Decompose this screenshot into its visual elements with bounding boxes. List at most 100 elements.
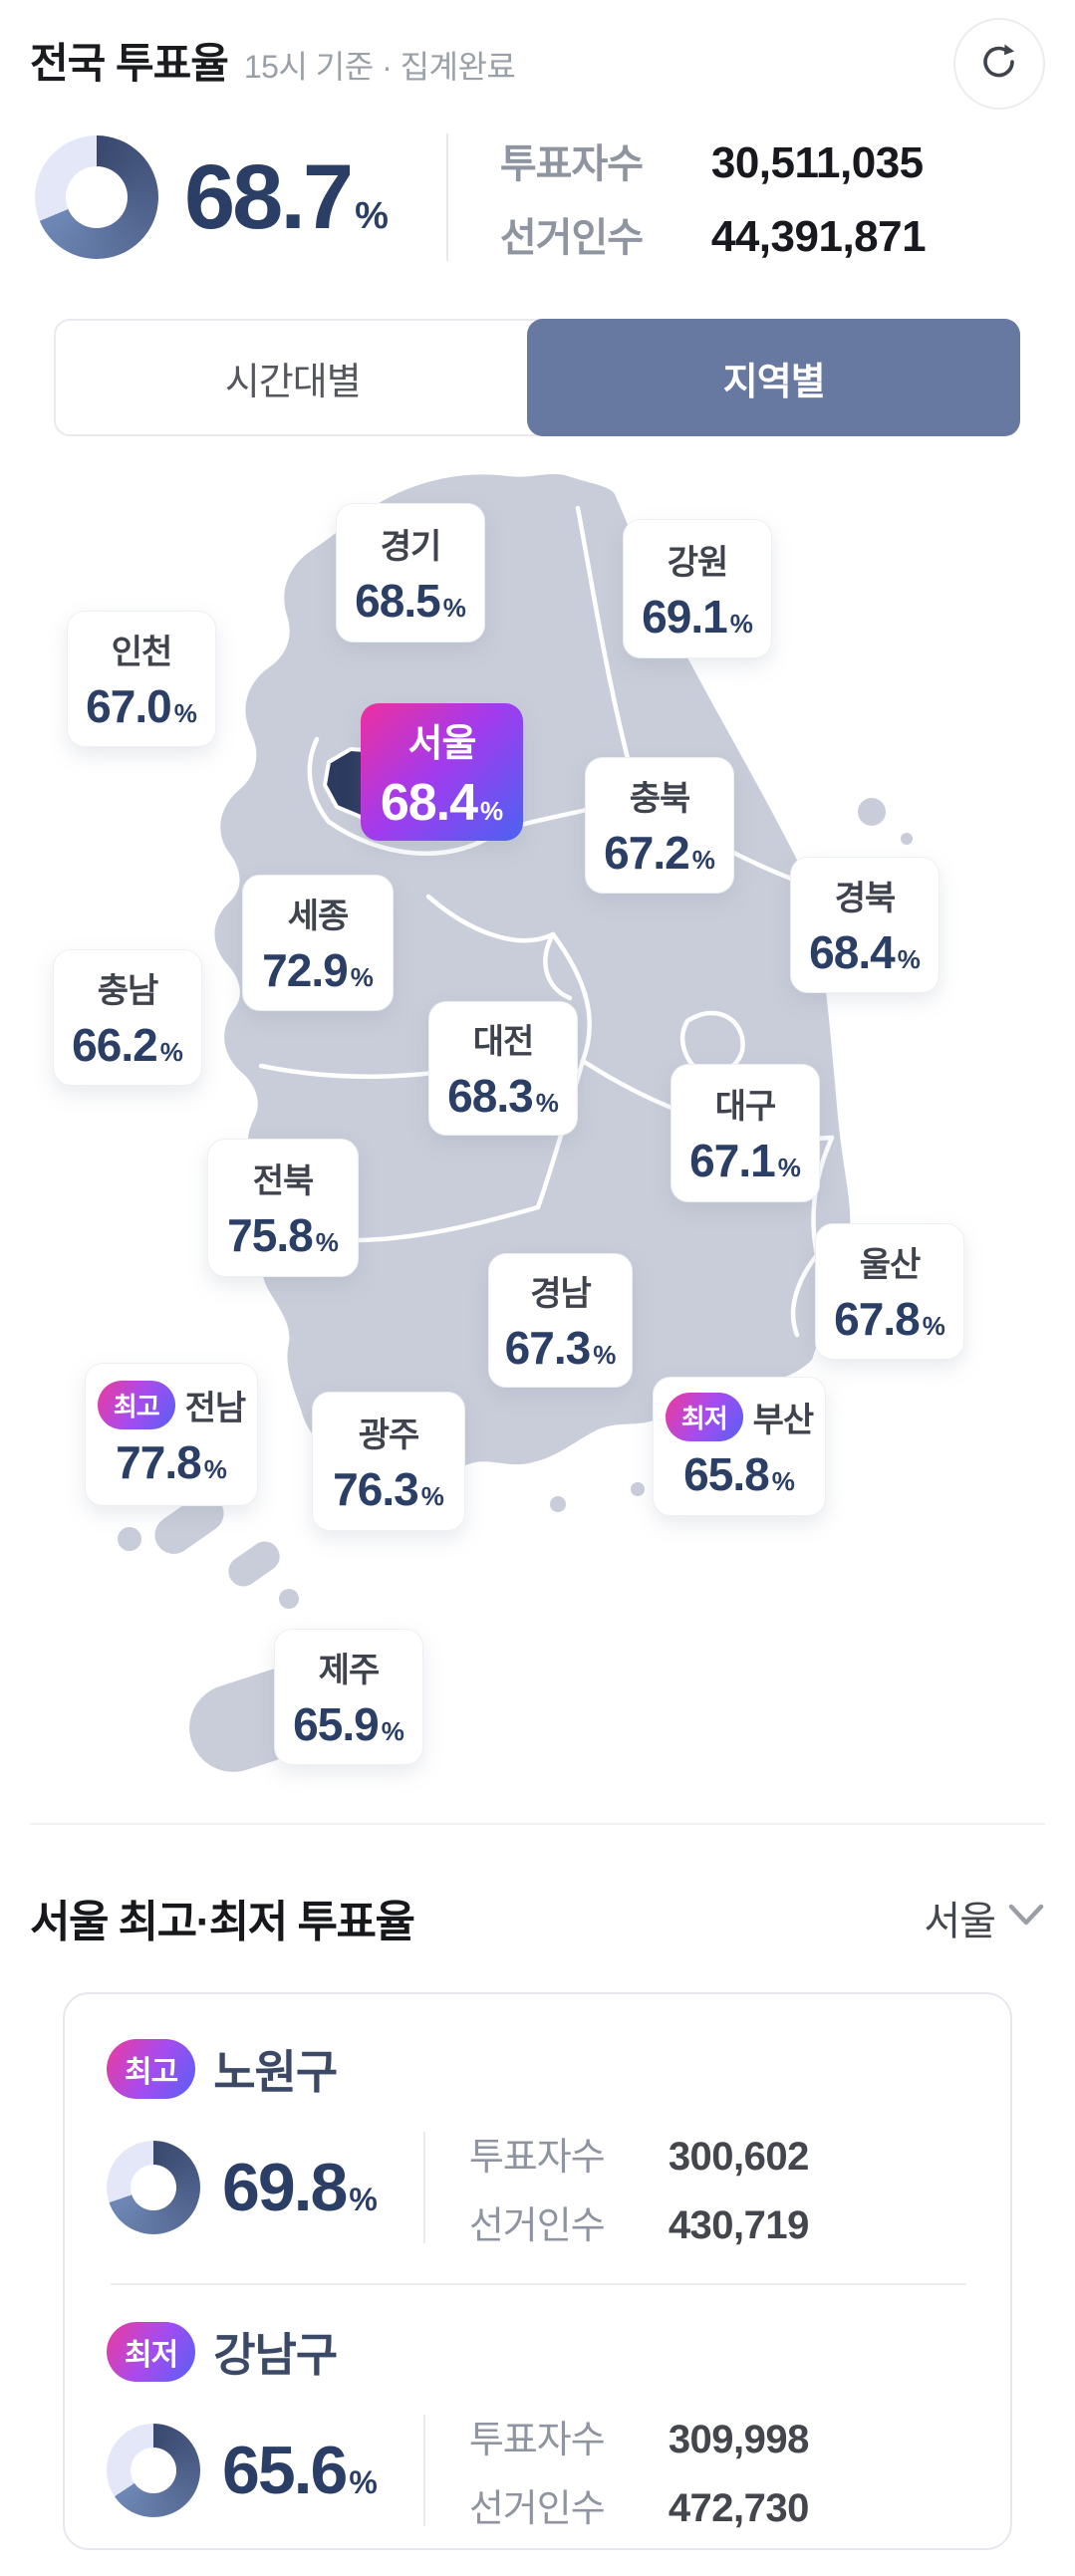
highest-district-row: 최고 노원구 69.8 % 투표자수 300,602 선거인수 430,719 bbox=[107, 2036, 976, 2249]
korea-map: 경기 68.5% 강원 69.1% 인천 67.0% 서울 68.4% 충북 6… bbox=[0, 468, 1075, 1793]
chevron-down-icon bbox=[1007, 1903, 1045, 1933]
national-summary: 68.7 % 투표자수 30,511,035 선거인수 44,391,871 bbox=[35, 132, 1045, 262]
section-title: 서울 최고·최저 투표율 bbox=[30, 1898, 415, 1946]
refresh-button[interactable] bbox=[953, 18, 1045, 110]
region-name: 전남 bbox=[184, 1389, 247, 1427]
district-name: 노원구 bbox=[213, 2046, 338, 2098]
region-pct: 76.3 bbox=[333, 1462, 419, 1515]
region-pct: 65.9 bbox=[293, 1698, 380, 1750]
region-name: 대구 bbox=[714, 1088, 777, 1126]
region-pct: 67.3 bbox=[504, 1322, 592, 1374]
region-pct: 77.8 bbox=[116, 1435, 202, 1488]
electorate-value: 44,391,871 bbox=[710, 212, 927, 261]
page-subtitle: 15시 기준 · 집계완료 bbox=[243, 49, 516, 85]
voters-row: 투표자수 30,511,035 bbox=[500, 131, 926, 189]
region-pct: 68.4 bbox=[380, 773, 478, 832]
national-turnout-value: 68.7 bbox=[184, 145, 354, 248]
voters-label: 투표자수 bbox=[468, 2420, 606, 2461]
detail-divider bbox=[422, 2132, 425, 2243]
region-pct: 68.5 bbox=[355, 574, 441, 627]
electorate-value: 472,730 bbox=[668, 2486, 810, 2530]
district-turnout-donut bbox=[107, 2141, 200, 2234]
district-turnout-value: 69.8 bbox=[222, 2150, 348, 2225]
header: 전국 투표율 15시 기준 · 집계완료 bbox=[30, 18, 1045, 112]
region-name: 경북 bbox=[834, 880, 897, 917]
map-region-card-incheon[interactable]: 인천 67.0% bbox=[67, 611, 216, 747]
region-name: 경남 bbox=[530, 1275, 592, 1313]
national-turnout-donut bbox=[35, 135, 158, 259]
region-pct: 67.8 bbox=[834, 1293, 921, 1345]
map-region-card-seoul[interactable]: 서울 68.4% bbox=[361, 703, 523, 841]
map-region-card-daejeon[interactable]: 대전 68.3% bbox=[428, 1001, 578, 1136]
electorate-label: 선거인수 bbox=[468, 2205, 606, 2247]
detail-divider bbox=[422, 2415, 425, 2526]
electorate-label: 선거인수 bbox=[499, 216, 644, 260]
map-region-card-jeonnam[interactable]: 최고 전남 77.8% bbox=[85, 1363, 258, 1506]
electorate-value: 430,719 bbox=[668, 2203, 810, 2247]
summary-divider bbox=[445, 133, 448, 261]
region-name: 강원 bbox=[667, 543, 729, 582]
view-tabs: 시간대별 지역별 bbox=[54, 319, 1020, 436]
seoul-detail-card: 최고 노원구 69.8 % 투표자수 300,602 선거인수 430,719 최저… bbox=[63, 1992, 1012, 2550]
map-region-card-gyeongnam[interactable]: 경남 67.3% bbox=[488, 1253, 633, 1388]
region-name: 충북 bbox=[629, 780, 691, 818]
refresh-icon bbox=[977, 40, 1021, 89]
map-region-card-chungnam[interactable]: 충남 66.2% bbox=[53, 949, 202, 1086]
region-name: 충남 bbox=[97, 972, 159, 1010]
map-region-card-sejong[interactable]: 세종 72.9% bbox=[242, 875, 394, 1011]
section-divider bbox=[30, 1823, 1045, 1825]
region-pct: 68.4 bbox=[809, 926, 896, 978]
voters-value: 300,602 bbox=[668, 2135, 810, 2179]
percent-symbol: % bbox=[355, 194, 389, 237]
region-pct: 67.1 bbox=[689, 1135, 776, 1186]
district-name: 강남구 bbox=[213, 2329, 338, 2381]
map-region-card-busan[interactable]: 최저 부산 65.8% bbox=[653, 1377, 826, 1516]
highest-badge: 최고 bbox=[97, 1380, 175, 1429]
page-title: 전국 투표율 bbox=[30, 40, 229, 87]
map-region-card-gwangju[interactable]: 광주 76.3% bbox=[312, 1392, 465, 1531]
lowest-badge: 최저 bbox=[665, 1392, 743, 1441]
city-dropdown-value: 서울 bbox=[924, 1900, 996, 1943]
lowest-badge: 최저 bbox=[107, 2322, 196, 2382]
map-region-card-daegu[interactable]: 대구 67.1% bbox=[671, 1064, 820, 1202]
region-name: 제주 bbox=[318, 1652, 381, 1689]
voters-value: 30,511,035 bbox=[710, 138, 924, 187]
detail-row-divider bbox=[111, 2283, 966, 2285]
region-name: 울산 bbox=[859, 1246, 922, 1284]
map-region-card-ulsan[interactable]: 울산 67.8% bbox=[815, 1223, 964, 1360]
lowest-district-row: 최저 강남구 65.6 % 투표자수 309,998 선거인수 472,730 bbox=[107, 2319, 976, 2532]
city-dropdown[interactable]: 서울 bbox=[924, 1889, 1045, 1946]
voters-label: 투표자수 bbox=[468, 2137, 606, 2179]
district-turnout-donut bbox=[107, 2424, 200, 2517]
region-name: 세종 bbox=[287, 898, 350, 935]
region-pct: 66.2 bbox=[72, 1019, 158, 1071]
region-pct: 67.2 bbox=[604, 827, 690, 879]
region-name: 전북 bbox=[252, 1162, 315, 1200]
region-pct: 75.8 bbox=[227, 1209, 314, 1261]
voters-value: 309,998 bbox=[668, 2418, 810, 2461]
electorate-label: 선거인수 bbox=[468, 2488, 606, 2530]
region-name: 서울 bbox=[407, 722, 477, 765]
region-name: 경기 bbox=[380, 527, 442, 566]
map-region-card-gangwon[interactable]: 강원 69.1% bbox=[623, 519, 772, 658]
region-pct: 67.0 bbox=[86, 680, 172, 732]
map-region-card-gyeongbuk[interactable]: 경북 68.4% bbox=[790, 857, 940, 993]
region-name: 인천 bbox=[111, 634, 173, 671]
region-name: 광주 bbox=[358, 1416, 420, 1454]
region-pct: 65.8 bbox=[683, 1447, 770, 1500]
map-region-card-jeonbuk[interactable]: 전북 75.8% bbox=[207, 1139, 359, 1277]
region-pct: 69.1 bbox=[642, 590, 728, 643]
region-pct: 72.9 bbox=[262, 944, 349, 996]
region-pct: 68.3 bbox=[447, 1070, 534, 1122]
map-region-card-gyeonggi[interactable]: 경기 68.5% bbox=[336, 503, 485, 643]
map-region-card-chungbuk[interactable]: 충북 67.2% bbox=[585, 757, 734, 894]
tab-by-region[interactable]: 지역별 bbox=[527, 319, 1020, 436]
electorate-row: 선거인수 44,391,871 bbox=[499, 205, 927, 263]
tab-by-time[interactable]: 시간대별 bbox=[224, 361, 362, 403]
voters-label: 투표자수 bbox=[499, 142, 644, 186]
highest-badge: 최고 bbox=[107, 2039, 196, 2099]
district-turnout-value: 65.6 bbox=[222, 2433, 348, 2508]
region-name: 부산 bbox=[752, 1401, 815, 1439]
region-name: 대전 bbox=[472, 1023, 535, 1061]
map-region-card-jeju[interactable]: 제주 65.9% bbox=[274, 1629, 423, 1765]
